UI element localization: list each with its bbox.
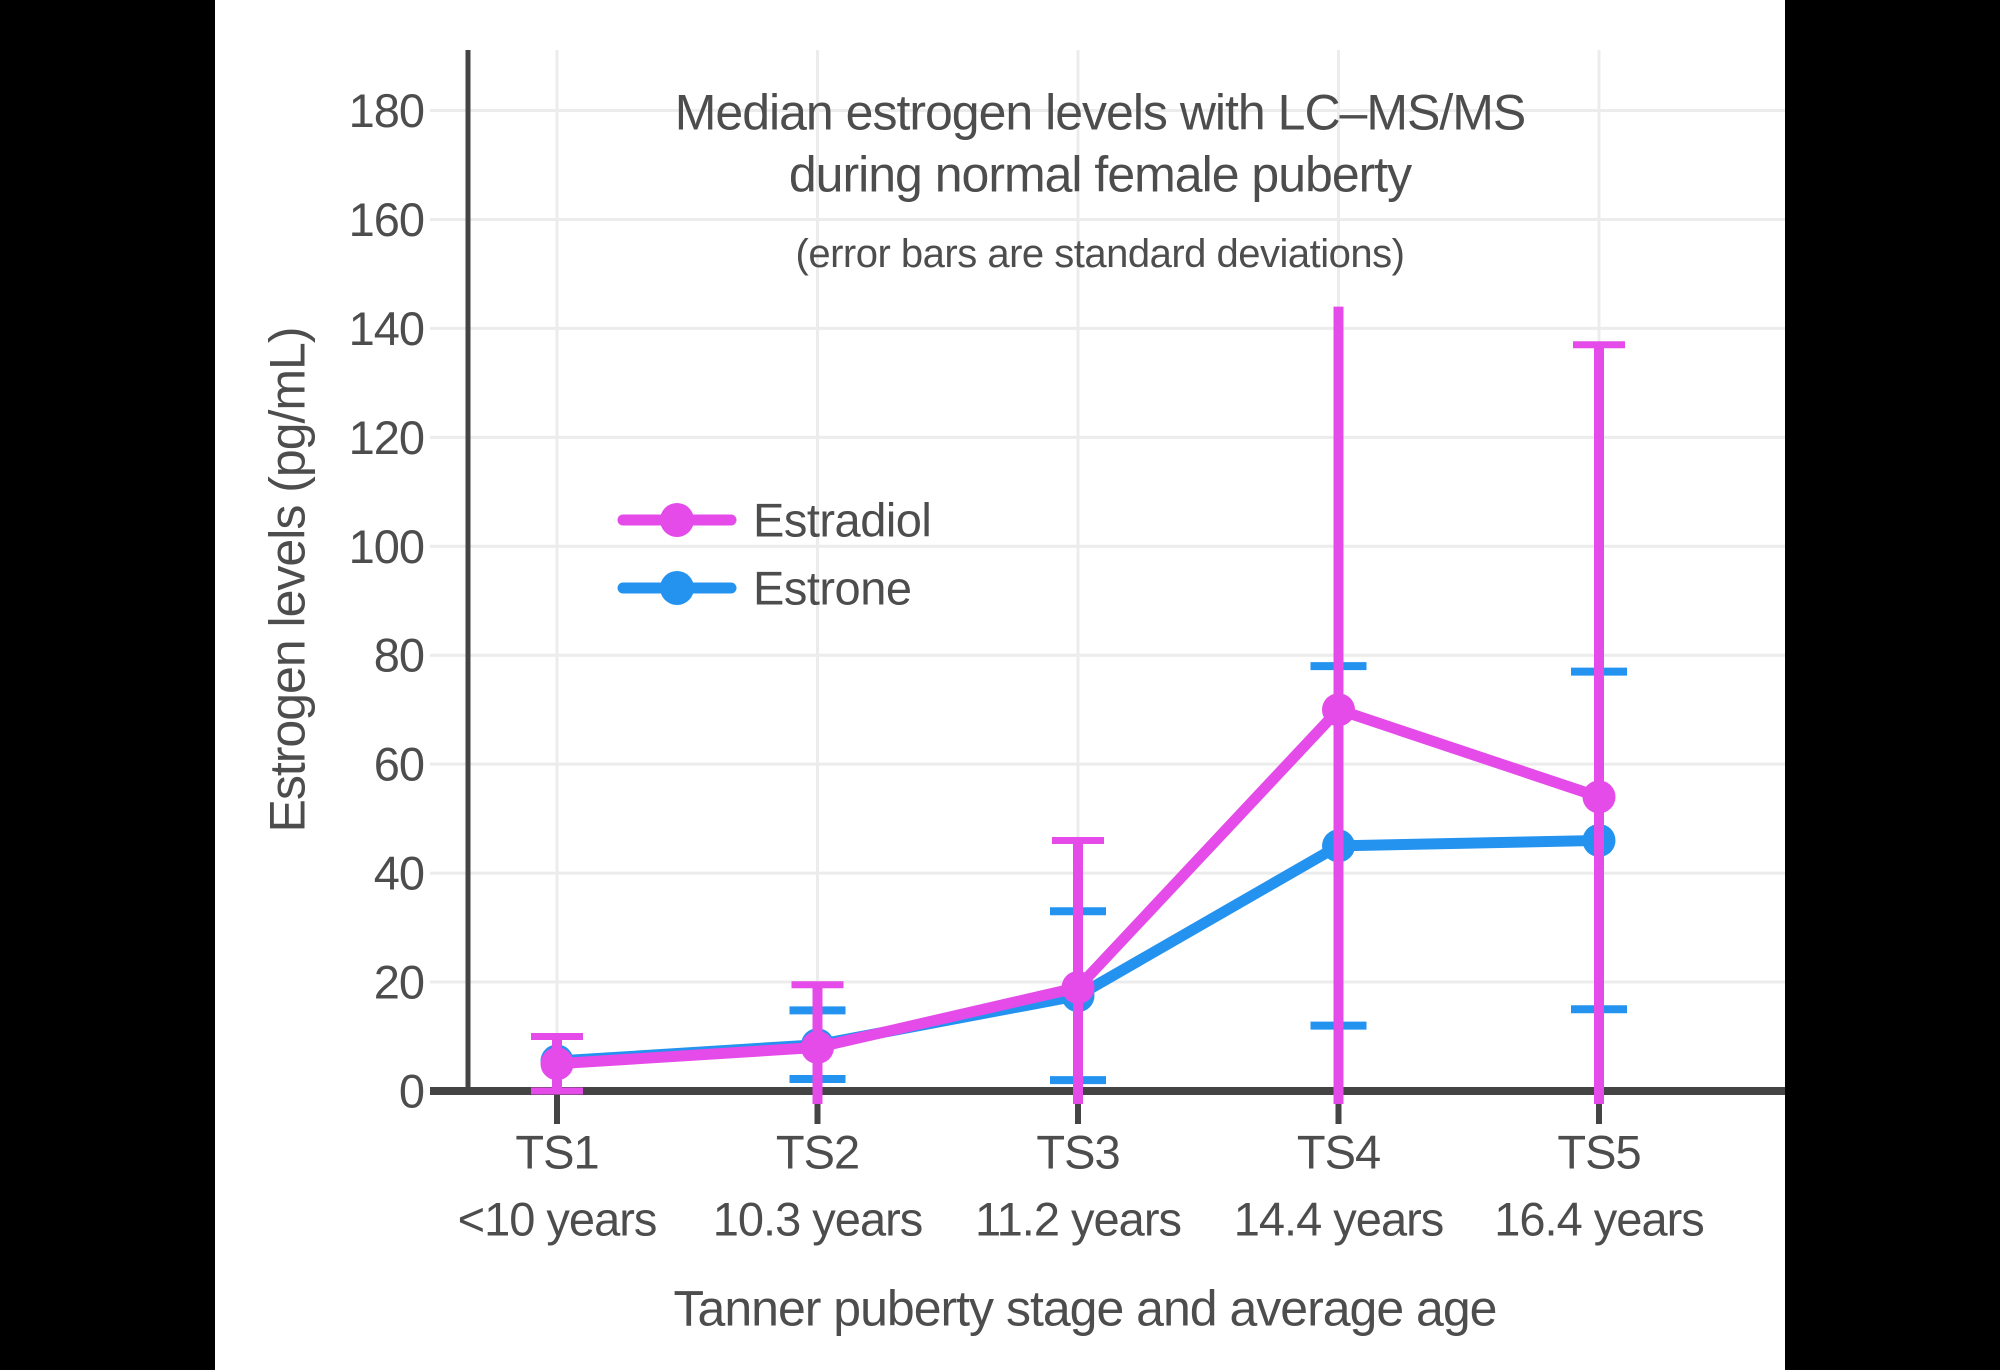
- estradiol-marker: [1582, 780, 1616, 814]
- x-age-label: 16.4 years: [1494, 1192, 1703, 1245]
- y-tick-label: 120: [349, 411, 424, 464]
- x-age-label: <10 years: [458, 1192, 657, 1245]
- estradiol-marker: [801, 1030, 834, 1064]
- x-category-label: TS4: [1297, 1125, 1380, 1178]
- x-category-label: TS5: [1557, 1125, 1640, 1178]
- chart-canvas: [215, 0, 1785, 1370]
- legend-marker-sample: [660, 571, 694, 605]
- y-tick-label: 100: [349, 520, 424, 573]
- legend-marker-sample: [660, 503, 694, 537]
- estradiol-marker: [540, 1047, 574, 1081]
- y-tick-label: 140: [349, 302, 424, 355]
- x-age-label: 14.4 years: [1234, 1192, 1443, 1245]
- series-layer: [531, 306, 1627, 1104]
- estradiol-marker: [1061, 971, 1095, 1005]
- y-tick-label: 180: [349, 84, 424, 137]
- y-tick-label: 60: [374, 738, 424, 791]
- x-category-label: TS3: [1036, 1125, 1119, 1178]
- legend: Estradiol Estrone: [617, 493, 932, 614]
- tick-labels-layer: 0 20 40 60 80 100 120 140 160 180 TS1 <10 years TS2 1…: [349, 84, 1705, 1245]
- y-tick-label: 80: [374, 629, 424, 682]
- legend-item: Estradiol: [617, 493, 932, 546]
- y-tick-label: 160: [349, 193, 424, 246]
- y-tick-label: 20: [374, 956, 424, 1009]
- x-age-label: 10.3 years: [713, 1192, 922, 1245]
- legend-label: Estradiol: [753, 493, 931, 546]
- x-category-label: TS2: [776, 1125, 859, 1178]
- estradiol-marker: [1322, 693, 1355, 727]
- legend-label: Estrone: [753, 561, 911, 614]
- legend-item: Estrone: [617, 561, 912, 614]
- y-tick-label: 0: [399, 1064, 424, 1117]
- y-axis-title: Estrogen levels (pg/mL): [260, 327, 316, 832]
- chart-title-line1: Median estrogen levels with LC–MS/MS: [675, 85, 1526, 141]
- chart-title-line2: during normal female puberty: [789, 147, 1412, 203]
- x-age-label: 11.2 years: [975, 1192, 1181, 1245]
- x-category-label: TS1: [515, 1125, 598, 1178]
- chart-subtitle: (error bars are standard deviations): [796, 232, 1405, 276]
- x-axis-title: Tanner puberty stage and average age: [674, 1281, 1497, 1337]
- y-tick-label: 40: [374, 847, 424, 900]
